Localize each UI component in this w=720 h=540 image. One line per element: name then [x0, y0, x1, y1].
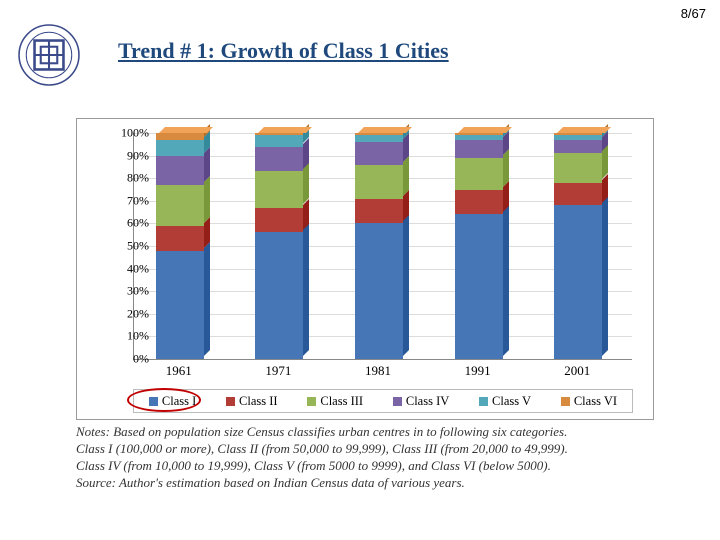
bar-segment: [455, 158, 503, 190]
legend-swatch: [307, 397, 316, 406]
note-line: Source: Author's estimation based on Ind…: [76, 475, 656, 492]
bar-group: [355, 133, 411, 359]
x-axis-label: 1981: [348, 363, 408, 379]
legend-item: Class III: [307, 394, 363, 409]
legend-swatch: [561, 397, 570, 406]
bar-segment: [156, 226, 204, 251]
legend-label: Class II: [239, 394, 278, 409]
bar-segment: [156, 251, 204, 359]
bar-segment: [255, 133, 303, 135]
bar-segment: [255, 208, 303, 233]
legend-label: Class III: [320, 394, 363, 409]
bar-segment: [156, 140, 204, 156]
bar-segment: [355, 133, 403, 135]
bar-segment: [455, 214, 503, 359]
note-line: Class I (100,000 or more), Class II (fro…: [76, 441, 656, 458]
bar-group: [554, 133, 610, 359]
institute-logo: [18, 24, 80, 86]
legend-swatch: [226, 397, 235, 406]
bar-segment: [554, 205, 602, 359]
chart-notes: Notes: Based on population size Census c…: [76, 424, 656, 492]
bar-segment: [156, 133, 204, 140]
bar-segment: [255, 232, 303, 359]
legend-highlight-circle: [127, 388, 201, 412]
bar-segment: [554, 153, 602, 182]
bar-segment: [455, 140, 503, 158]
y-axis-label: 100%: [101, 126, 149, 141]
y-axis-label: 40%: [101, 261, 149, 276]
legend-label: Class VI: [574, 394, 617, 409]
bar-segment: [554, 133, 602, 135]
y-axis-label: 0%: [101, 352, 149, 367]
bar-segment: [455, 133, 503, 135]
bar-segment: [355, 165, 403, 199]
bar-segment: [554, 140, 602, 154]
legend-item: Class V: [479, 394, 531, 409]
y-axis-label: 30%: [101, 284, 149, 299]
legend-swatch: [393, 397, 402, 406]
page-number: 8/67: [681, 6, 706, 21]
chart-legend: Class IClass IIClass IIIClass IVClass VC…: [133, 389, 633, 413]
legend-label: Class IV: [406, 394, 449, 409]
chart-container: Class IClass IIClass IIIClass IVClass VC…: [76, 118, 654, 420]
bar-segment: [156, 185, 204, 226]
bar-segment: [554, 135, 602, 140]
legend-item: Class VI: [561, 394, 617, 409]
legend-label: Class V: [492, 394, 531, 409]
bar-group: [156, 133, 212, 359]
bar-segment: [455, 135, 503, 140]
x-axis-label: 1971: [248, 363, 308, 379]
note-line: Class IV (from 10,000 to 19,999), Class …: [76, 458, 656, 475]
slide-title: Trend # 1: Growth of Class 1 Cities: [118, 38, 449, 64]
bar-segment: [355, 223, 403, 359]
bar-segment: [355, 199, 403, 224]
y-axis-label: 90%: [101, 148, 149, 163]
x-axis-label: 1991: [448, 363, 508, 379]
y-axis-label: 20%: [101, 306, 149, 321]
x-axis-label: 1961: [149, 363, 209, 379]
y-axis-label: 50%: [101, 239, 149, 254]
bar-segment: [455, 190, 503, 215]
legend-item: Class IV: [393, 394, 449, 409]
bar-segment: [255, 171, 303, 207]
x-axis-label: 2001: [547, 363, 607, 379]
y-axis-label: 80%: [101, 171, 149, 186]
bar-group: [255, 133, 311, 359]
legend-item: Class II: [226, 394, 278, 409]
bar-segment: [355, 135, 403, 142]
legend-swatch: [479, 397, 488, 406]
y-axis-label: 10%: [101, 329, 149, 344]
bar-segment: [255, 135, 303, 146]
y-axis-label: 70%: [101, 193, 149, 208]
note-line: Notes: Based on population size Census c…: [76, 424, 656, 441]
y-axis-label: 60%: [101, 216, 149, 231]
bar-segment: [156, 156, 204, 185]
bar-segment: [355, 142, 403, 165]
plot-area: [133, 133, 632, 360]
bar-segment: [255, 147, 303, 172]
bar-group: [455, 133, 511, 359]
bar-segment: [554, 183, 602, 206]
